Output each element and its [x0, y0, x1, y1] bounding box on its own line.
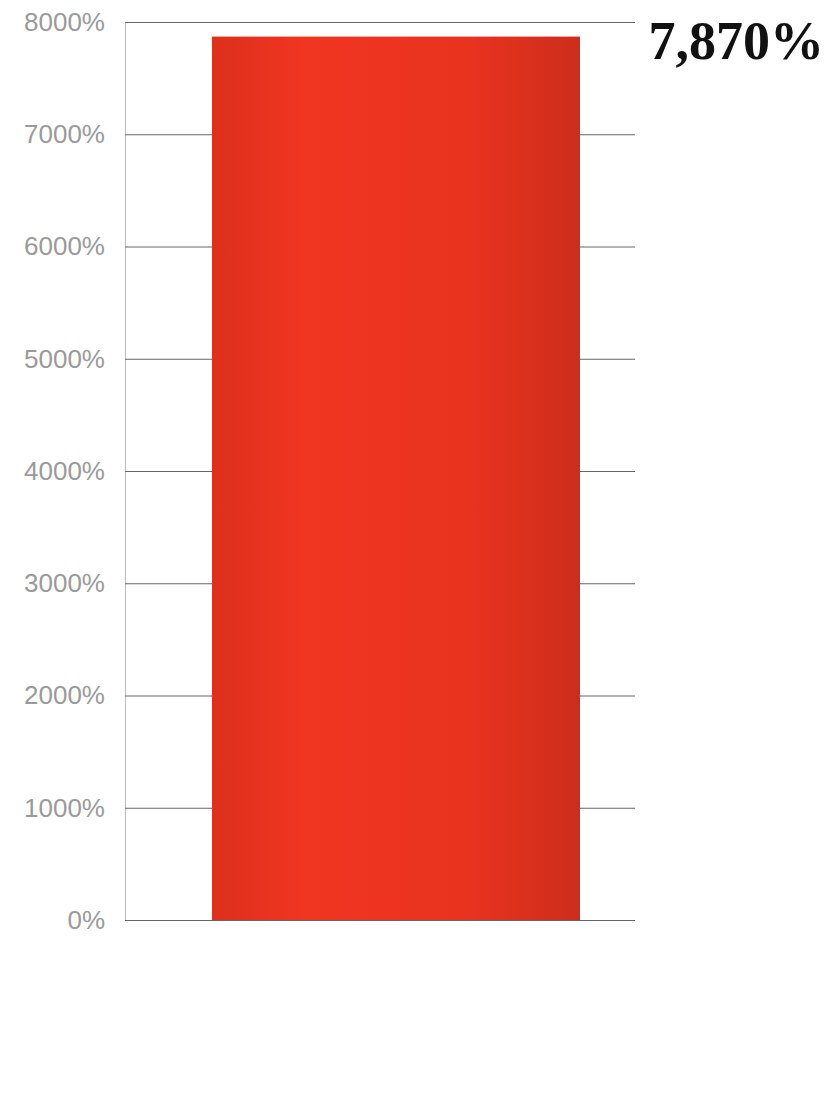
y-tick-label: 8000%	[24, 7, 105, 37]
bars	[212, 37, 580, 920]
chart: 0% 1000% 2000% 3000% 4000% 5000% 6000% 7000% 800…	[0, 0, 838, 1118]
data-label: 7,870%	[649, 11, 825, 71]
grid-line	[125, 920, 635, 921]
y-axis: 0% 1000% 2000% 3000% 4000% 5000% 6000% 7000% 800…	[24, 7, 635, 935]
y-tick-label: 2000%	[24, 680, 105, 710]
y-tick-label: 0%	[67, 905, 105, 935]
grid-line	[125, 22, 635, 23]
data-labels: 7,870%	[649, 11, 825, 71]
bar	[212, 37, 580, 920]
y-tick-label: 6000%	[24, 231, 105, 261]
y-tick-label: 1000%	[24, 793, 105, 823]
y-tick-label: 3000%	[24, 568, 105, 598]
y-tick-label: 7000%	[24, 119, 105, 149]
y-tick-label: 4000%	[24, 456, 105, 486]
y-tick: 8000%	[24, 7, 635, 37]
y-tick-label: 5000%	[24, 344, 105, 374]
